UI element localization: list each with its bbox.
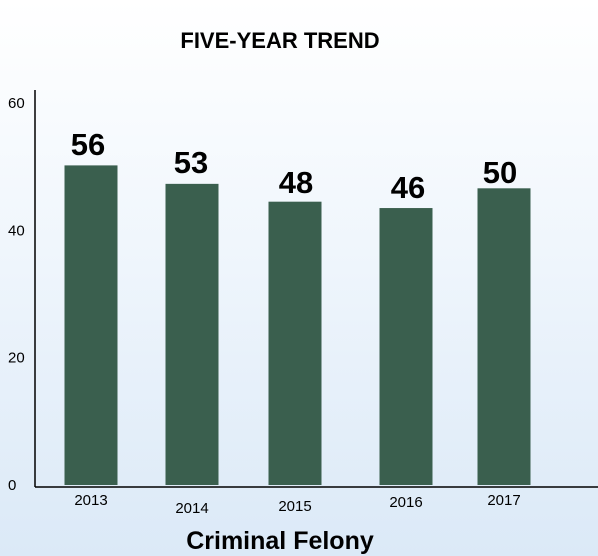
value-labels-group: 56 53 48 46 50 xyxy=(71,127,517,205)
x-axis-ticks: 2013 2014 2015 2016 2017 xyxy=(74,492,520,517)
x-tick-label: 2017 xyxy=(487,492,520,509)
y-tick-label: 60 xyxy=(8,95,25,112)
bar-2014 xyxy=(165,183,219,485)
value-label: 53 xyxy=(174,145,208,180)
bars-group xyxy=(64,165,531,486)
x-axis-title: Criminal Felony xyxy=(186,527,374,555)
value-label: 48 xyxy=(279,165,313,200)
bar-2013 xyxy=(64,165,118,486)
x-tick-label: 2014 xyxy=(175,500,208,517)
value-label: 50 xyxy=(483,155,517,190)
y-tick-label: 0 xyxy=(8,477,16,494)
x-tick-label: 2016 xyxy=(389,494,422,511)
bar-2016 xyxy=(379,208,433,486)
x-tick-label: 2015 xyxy=(278,498,311,515)
chart-title: FIVE-YEAR TREND xyxy=(180,28,379,53)
value-label: 46 xyxy=(391,170,425,205)
bar-2015 xyxy=(268,201,322,485)
x-tick-label: 2013 xyxy=(74,492,107,509)
y-axis-ticks: 0 20 40 60 xyxy=(8,95,25,494)
y-tick-label: 20 xyxy=(8,350,25,367)
bar-2017 xyxy=(477,188,531,485)
y-tick-label: 40 xyxy=(8,222,25,239)
value-label: 56 xyxy=(71,127,105,162)
